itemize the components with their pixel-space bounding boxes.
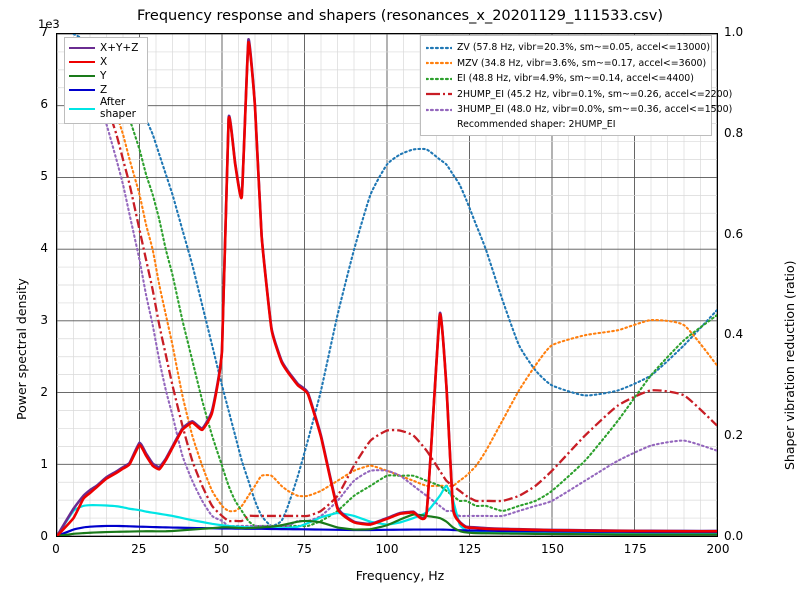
y-left-tick: 3	[40, 313, 48, 327]
legend-label: 2HUMP_EI (45.2 Hz, vibr=0.1%, sm~=0.26, …	[457, 88, 733, 100]
legend-shapers: ZV (57.8 Hz, vibr=20.3%, sm~=0.05, accel…	[420, 35, 732, 136]
legend-label: X+Y+Z	[100, 41, 139, 54]
x-axis-label: Frequency, Hz	[355, 568, 445, 583]
y-axis-left-label: Power spectral density	[14, 278, 29, 420]
y-right-tick: 1.0	[724, 25, 744, 39]
legend-swatch-icon	[69, 43, 95, 53]
x-tick: 0	[52, 542, 60, 556]
y-left-tick: 4	[40, 241, 48, 255]
legend-item-3hump_ei: 3HUMP_EI (48.0 Hz, vibr=0.0%, sm~=0.36, …	[426, 102, 732, 118]
y-axis-offset-label: 1e3	[38, 17, 60, 31]
shaper-curve-3hump_ei	[72, 48, 717, 528]
x-tick: 75	[296, 542, 312, 556]
recommended-shaper-note: Recommended shaper: 2HUMP_EI	[457, 118, 616, 130]
legend-item-after-shaper: After shaper	[69, 96, 143, 120]
legend-label: X	[100, 55, 108, 68]
legend-swatch-icon	[69, 104, 95, 114]
y-left-tick: 7	[40, 25, 48, 39]
legend-item-x-y-z: X+Y+Z	[69, 41, 143, 55]
shaper-curve-mzv	[72, 37, 717, 513]
legend-label: ZV (57.8 Hz, vibr=20.3%, sm~=0.05, accel…	[457, 42, 710, 54]
legend-swatch-icon	[426, 58, 452, 68]
legend-psd: X+Y+Z X Y Z After shaper	[64, 37, 148, 124]
legend-item-z: Z	[69, 83, 143, 97]
legend-item-y: Y	[69, 69, 143, 83]
x-tick: 125	[458, 542, 482, 556]
legend-swatch-icon	[69, 57, 95, 67]
x-tick: 50	[213, 542, 230, 556]
legend-label: EI (48.8 Hz, vibr=4.9%, sm~=0.14, accel<…	[457, 73, 694, 85]
psd-curve-x	[57, 41, 717, 536]
chart-title: Frequency response and shapers (resonanc…	[137, 8, 663, 24]
gridlines	[57, 34, 717, 536]
y-left-tick: 1	[40, 457, 48, 471]
y-left-tick: 5	[40, 169, 48, 183]
y-right-tick: 0.2	[724, 428, 744, 443]
legend-item-zv: ZV (57.8 Hz, vibr=20.3%, sm~=0.05, accel…	[426, 40, 710, 56]
psd-curve-y	[57, 513, 717, 536]
legend-label: MZV (34.8 Hz, vibr=3.6%, sm~=0.17, accel…	[457, 57, 707, 69]
y-left-tick: 2	[40, 385, 48, 399]
x-tick: 25	[131, 542, 147, 556]
x-tick: 200	[706, 542, 730, 556]
legend-item-ei: EI (48.8 Hz, vibr=4.9%, sm~=0.14, accel<…	[426, 71, 706, 87]
shaper-curve-2hump_ei	[72, 43, 717, 523]
y-right-tick: 0.0	[724, 529, 744, 543]
plot-canvas	[57, 34, 717, 536]
legend-item-2hump_ei: 2HUMP_EI (45.2 Hz, vibr=0.1%, sm~=0.26, …	[426, 87, 732, 103]
legend-swatch-icon	[69, 85, 95, 95]
legend-swatch-icon	[426, 105, 452, 115]
legend-label: Z	[100, 83, 108, 96]
legend-swatch-icon	[426, 89, 452, 99]
x-tick: 175	[623, 542, 647, 556]
psd-curve-z	[57, 524, 717, 536]
legend-item-mzv: MZV (34.8 Hz, vibr=3.6%, sm~=0.17, accel…	[426, 56, 706, 72]
x-tick: 150	[541, 542, 564, 556]
legend-swatch-icon	[426, 74, 452, 84]
psd-curves	[57, 38, 717, 536]
y-right-tick: 0.4	[724, 327, 744, 342]
y-axis-right-label: Shaper vibration reduction (ratio)	[782, 260, 797, 470]
legend-label: After shaper	[100, 96, 137, 120]
y-left-tick: 0	[40, 529, 48, 543]
legend-label: Y	[100, 69, 107, 82]
y-right-tick: 0.6	[724, 226, 744, 241]
legend-label: 3HUMP_EI (48.0 Hz, vibr=0.0%, sm~=0.36, …	[457, 104, 733, 116]
x-tick: 100	[375, 542, 399, 556]
y-right-tick: 0.8	[724, 125, 744, 140]
legend-item-x: X	[69, 55, 143, 69]
y-left-tick: 6	[40, 97, 48, 111]
legend-swatch-icon	[426, 43, 452, 53]
legend-swatch-icon	[69, 71, 95, 81]
